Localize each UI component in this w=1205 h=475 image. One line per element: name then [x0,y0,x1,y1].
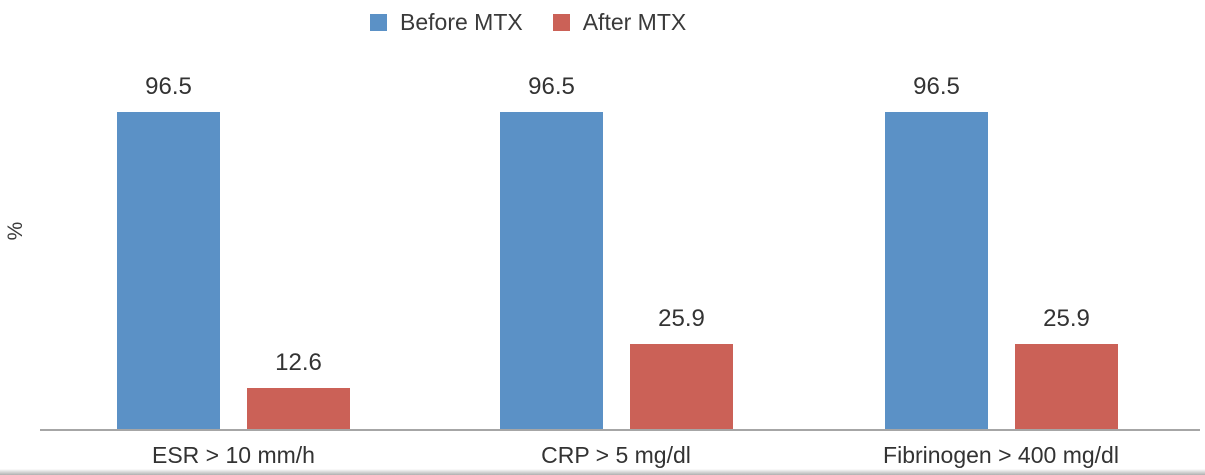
value-label: 25.9 [658,305,705,332]
legend-label: After MTX [582,9,687,35]
category-label: Fibrinogen > 400 mg/dl [883,442,1119,468]
legend-swatch-icon [552,14,570,31]
value-label: 96.5 [145,73,192,100]
bar-before-mtx-0 [117,112,220,429]
value-label: 12.6 [275,349,322,376]
legend-item-after-mtx: After MTX [552,9,687,36]
legend-label: Before MTX [400,9,523,35]
bar-after-mtx-0 [247,388,350,429]
category-label: CRP > 5 mg/dl [541,442,691,468]
bar-after-mtx-2 [1015,344,1118,429]
legend-item-before-mtx: Before MTX [370,9,523,36]
value-label: 25.9 [1043,305,1090,332]
bar-before-mtx-2 [885,112,988,429]
value-label: 96.5 [528,73,575,100]
x-axis-line [40,429,1200,431]
category-label: ESR > 10 mm/h [152,442,315,468]
value-label: 96.5 [913,73,960,100]
legend-swatch-icon [370,14,387,31]
y-axis-label: % [4,221,27,241]
chart-legend: Before MTX After MTX [370,9,686,36]
bar-before-mtx-1 [500,112,603,429]
bar-after-mtx-1 [630,344,733,429]
cropped-content-edge [0,469,1205,475]
